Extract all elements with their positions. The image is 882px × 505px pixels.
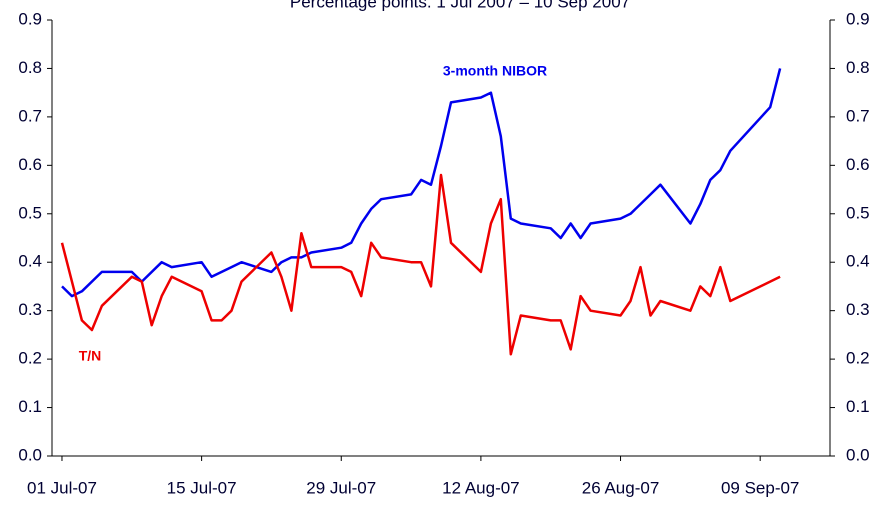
x-tick-label: 15 Jul-07 <box>167 478 237 497</box>
y-tick-label: 0.7 <box>18 106 42 125</box>
y-tick-label: 0.2 <box>18 349 42 368</box>
y-tick-label: 0.0 <box>18 445 42 464</box>
y-tick-label: 0.1 <box>18 397 42 416</box>
y2-tick-label: 0.3 <box>846 300 870 319</box>
y2-tick-label: 0.6 <box>846 155 870 174</box>
y2-tick-label: 0.4 <box>846 252 870 271</box>
y-tick-label: 0.6 <box>18 155 42 174</box>
y2-tick-label: 0.5 <box>846 203 870 222</box>
x-tick-label: 01 Jul-07 <box>27 478 97 497</box>
series-line <box>60 173 781 356</box>
chart-title: Percentage points. 1 Jul 2007 – 10 Sep 2… <box>290 0 630 11</box>
series-line <box>61 68 782 298</box>
y2-tick-label: 0.1 <box>846 397 870 416</box>
x-tick-label: 29 Jul-07 <box>306 478 376 497</box>
y-tick-label: 0.3 <box>18 300 42 319</box>
y2-tick-label: 0.0 <box>846 445 870 464</box>
y2-tick-label: 0.9 <box>846 9 870 28</box>
y-tick-label: 0.9 <box>18 9 42 28</box>
y2-tick-label: 0.7 <box>846 106 870 125</box>
y-tick-label: 0.4 <box>18 252 42 271</box>
x-tick-label: 26 Aug-07 <box>582 478 660 497</box>
y2-tick-label: 0.2 <box>846 349 870 368</box>
series-label: T/N <box>79 348 102 364</box>
y-tick-label: 0.8 <box>18 58 42 77</box>
series-label: 3-month NIBOR <box>443 63 547 79</box>
x-tick-label: 09 Sep-07 <box>721 478 799 497</box>
x-tick-label: 12 Aug-07 <box>442 478 520 497</box>
y2-tick-label: 0.8 <box>846 58 870 77</box>
y-tick-label: 0.5 <box>18 203 42 222</box>
